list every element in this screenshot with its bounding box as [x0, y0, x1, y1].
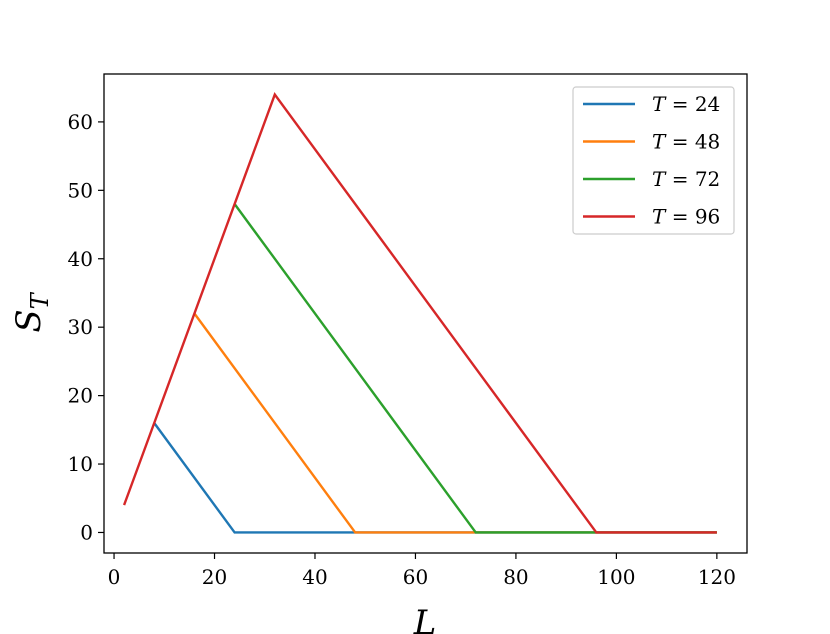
- y-tick-label: 60: [68, 110, 93, 134]
- legend: T = 24 T = 48 T = 72 T = 96: [572, 86, 735, 235]
- y-axis-title-base: S: [9, 309, 49, 332]
- y-axis: 0 10 20 30 40 50 60: [68, 110, 104, 544]
- legend-label-48: T = 48: [652, 130, 720, 154]
- x-tick-label: 120: [698, 565, 736, 589]
- series-line-48: [193, 312, 717, 534]
- series-line-96: [122, 92, 717, 534]
- x-tick-label: 20: [202, 565, 227, 589]
- legend-label-96: T = 96: [652, 205, 720, 229]
- y-tick-label: 40: [68, 247, 93, 271]
- y-tick-label: 50: [68, 178, 93, 202]
- y-axis-title: ST: [9, 291, 54, 332]
- x-tick-label: 100: [597, 565, 635, 589]
- y-tick-label: 20: [68, 384, 93, 408]
- y-axis-title-subscript: T: [26, 291, 54, 309]
- x-tick-label: 0: [108, 565, 121, 589]
- legend-frame: [572, 86, 735, 235]
- series-layer: [122, 92, 717, 534]
- y-tick-label: 30: [68, 315, 93, 339]
- legend-label-24: T = 24: [652, 92, 720, 116]
- x-axis: 0 20 40 60 80 100 120: [108, 553, 736, 589]
- x-tick-label: 60: [403, 565, 428, 589]
- x-tick-label: 40: [302, 565, 327, 589]
- legend-label-72: T = 72: [652, 167, 720, 191]
- y-tick-label: 10: [68, 452, 93, 476]
- x-axis-title: L: [413, 603, 437, 634]
- y-tick-label: 0: [80, 520, 93, 544]
- x-tick-label: 80: [503, 565, 528, 589]
- plot-frame: [103, 73, 748, 554]
